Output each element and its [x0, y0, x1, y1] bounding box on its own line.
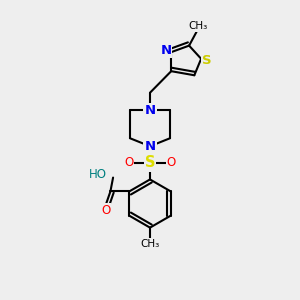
- Text: N: N: [144, 103, 156, 117]
- Text: CH₃: CH₃: [140, 239, 160, 249]
- Text: CH₃: CH₃: [188, 21, 208, 32]
- Text: N: N: [160, 44, 171, 57]
- Text: N: N: [144, 140, 156, 153]
- Text: S: S: [145, 155, 155, 170]
- Text: O: O: [167, 156, 176, 169]
- Text: S: S: [202, 54, 212, 67]
- Text: HO: HO: [89, 168, 107, 182]
- Text: O: O: [124, 156, 133, 169]
- Text: O: O: [101, 204, 110, 217]
